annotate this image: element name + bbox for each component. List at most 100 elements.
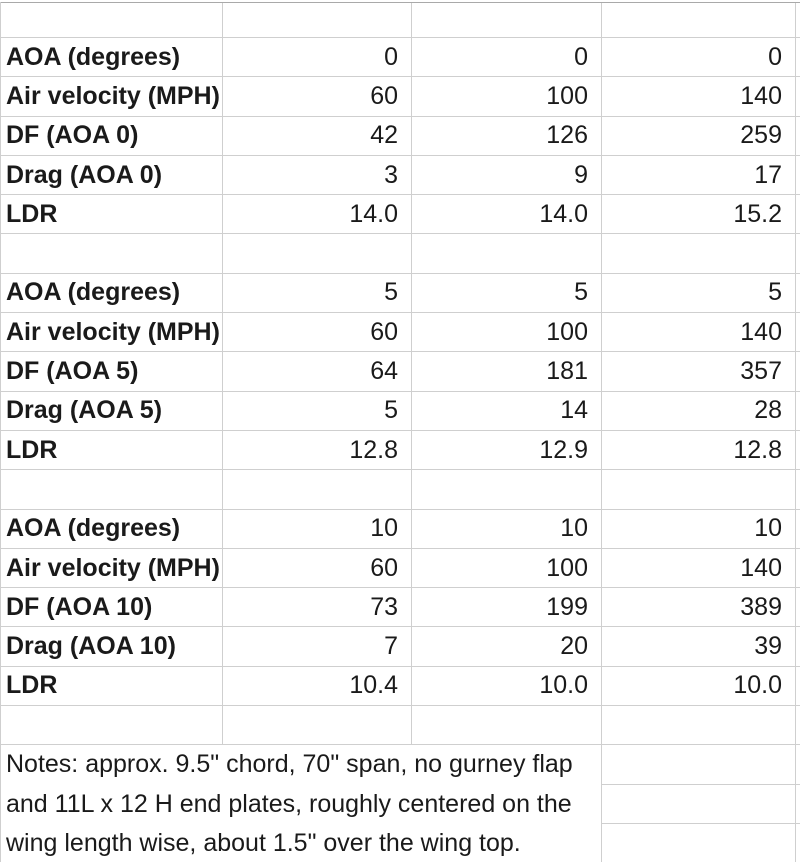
value-cell[interactable]: 126 xyxy=(412,116,602,156)
empty-cell[interactable] xyxy=(796,3,800,38)
value-cell[interactable]: 5 xyxy=(412,273,602,314)
value-cell[interactable]: 12.9 xyxy=(412,430,602,471)
value-cell[interactable]: 0 xyxy=(412,38,602,78)
value-cell[interactable]: 259 xyxy=(602,116,796,156)
empty-cell[interactable] xyxy=(602,3,796,38)
row-label-cell[interactable]: LDR xyxy=(0,430,223,471)
empty-cell[interactable] xyxy=(796,470,800,510)
value-cell[interactable]: 12.8 xyxy=(602,430,796,471)
empty-cell[interactable] xyxy=(796,548,800,589)
empty-cell[interactable] xyxy=(602,823,796,862)
value-cell[interactable]: 10.0 xyxy=(412,666,602,707)
empty-cell[interactable] xyxy=(796,155,800,196)
empty-cell[interactable] xyxy=(796,430,800,471)
row-label-cell[interactable]: AOA (degrees) xyxy=(0,38,223,78)
empty-cell[interactable] xyxy=(796,666,800,707)
empty-cell[interactable] xyxy=(796,391,800,431)
value-cell[interactable]: 9 xyxy=(412,155,602,196)
value-cell[interactable]: 199 xyxy=(412,588,602,628)
value-cell[interactable]: 12.8 xyxy=(223,430,412,471)
empty-cell[interactable] xyxy=(223,706,412,746)
empty-cell[interactable] xyxy=(796,234,800,274)
row-label-cell[interactable]: Drag (AOA 0) xyxy=(0,155,223,196)
value-cell[interactable]: 10.0 xyxy=(602,666,796,707)
row-label-cell[interactable]: Air velocity (MPH) xyxy=(0,548,223,589)
value-cell[interactable]: 3 xyxy=(223,155,412,196)
empty-cell[interactable] xyxy=(223,470,412,510)
value-cell[interactable]: 64 xyxy=(223,352,412,392)
row-label-cell[interactable]: DF (AOA 5) xyxy=(0,352,223,392)
empty-cell[interactable] xyxy=(412,470,602,510)
empty-cell[interactable] xyxy=(0,706,223,746)
value-cell[interactable]: 10 xyxy=(223,509,412,549)
empty-cell[interactable] xyxy=(602,706,796,746)
empty-cell[interactable] xyxy=(412,234,602,274)
empty-cell[interactable] xyxy=(796,745,800,785)
empty-cell[interactable] xyxy=(602,784,796,824)
empty-cell[interactable] xyxy=(796,116,800,156)
value-cell[interactable]: 28 xyxy=(602,391,796,431)
row-label-cell[interactable]: DF (AOA 10) xyxy=(0,588,223,628)
value-cell[interactable]: 0 xyxy=(223,38,412,78)
row-label-cell[interactable]: AOA (degrees) xyxy=(0,273,223,314)
row-label-cell[interactable]: LDR xyxy=(0,666,223,707)
empty-cell[interactable] xyxy=(796,352,800,392)
empty-cell[interactable] xyxy=(412,706,602,746)
empty-cell[interactable] xyxy=(0,470,223,510)
empty-cell[interactable] xyxy=(412,3,602,38)
empty-cell[interactable] xyxy=(796,823,800,862)
value-cell[interactable]: 10 xyxy=(412,509,602,549)
value-cell[interactable]: 14.0 xyxy=(412,195,602,235)
empty-cell[interactable] xyxy=(796,77,800,117)
value-cell[interactable]: 73 xyxy=(223,588,412,628)
empty-cell[interactable] xyxy=(0,3,223,38)
value-cell[interactable]: 14.0 xyxy=(223,195,412,235)
value-cell[interactable]: 140 xyxy=(602,313,796,353)
row-label-cell[interactable]: DF (AOA 0) xyxy=(0,116,223,156)
row-label-cell[interactable]: Air velocity (MPH) xyxy=(0,313,223,353)
value-cell[interactable]: 5 xyxy=(223,391,412,431)
value-cell[interactable]: 100 xyxy=(412,313,602,353)
value-cell[interactable]: 10.4 xyxy=(223,666,412,707)
value-cell[interactable]: 39 xyxy=(602,627,796,667)
empty-cell[interactable] xyxy=(602,745,796,785)
empty-cell[interactable] xyxy=(602,470,796,510)
empty-cell[interactable] xyxy=(223,3,412,38)
value-cell[interactable]: 15.2 xyxy=(602,195,796,235)
value-cell[interactable]: 10 xyxy=(602,509,796,549)
value-cell[interactable]: 42 xyxy=(223,116,412,156)
empty-cell[interactable] xyxy=(796,627,800,667)
value-cell[interactable]: 60 xyxy=(223,548,412,589)
value-cell[interactable]: 60 xyxy=(223,313,412,353)
value-cell[interactable]: 100 xyxy=(412,548,602,589)
empty-cell[interactable] xyxy=(796,509,800,549)
empty-cell[interactable] xyxy=(223,234,412,274)
value-cell[interactable]: 7 xyxy=(223,627,412,667)
row-label-cell[interactable]: AOA (degrees) xyxy=(0,509,223,549)
row-label-cell[interactable]: Drag (AOA 5) xyxy=(0,391,223,431)
empty-cell[interactable] xyxy=(796,706,800,746)
empty-cell[interactable] xyxy=(796,38,800,78)
value-cell[interactable]: 14 xyxy=(412,391,602,431)
value-cell[interactable]: 389 xyxy=(602,588,796,628)
value-cell[interactable]: 100 xyxy=(412,77,602,117)
empty-cell[interactable] xyxy=(796,273,800,314)
value-cell[interactable]: 357 xyxy=(602,352,796,392)
empty-cell[interactable] xyxy=(796,195,800,235)
value-cell[interactable]: 20 xyxy=(412,627,602,667)
empty-cell[interactable] xyxy=(796,313,800,353)
value-cell[interactable]: 140 xyxy=(602,77,796,117)
value-cell[interactable]: 181 xyxy=(412,352,602,392)
value-cell[interactable]: 0 xyxy=(602,38,796,78)
value-cell[interactable]: 60 xyxy=(223,77,412,117)
row-label-cell[interactable]: LDR xyxy=(0,195,223,235)
empty-cell[interactable] xyxy=(602,234,796,274)
row-label-cell[interactable]: Air velocity (MPH) xyxy=(0,77,223,117)
empty-cell[interactable] xyxy=(796,588,800,628)
row-label-cell[interactable]: Drag (AOA 10) xyxy=(0,627,223,667)
empty-cell[interactable] xyxy=(0,234,223,274)
empty-cell[interactable] xyxy=(796,784,800,824)
value-cell[interactable]: 5 xyxy=(602,273,796,314)
notes-cell[interactable]: Notes: approx. 9.5" chord, 70" span, no … xyxy=(0,745,602,862)
value-cell[interactable]: 5 xyxy=(223,273,412,314)
